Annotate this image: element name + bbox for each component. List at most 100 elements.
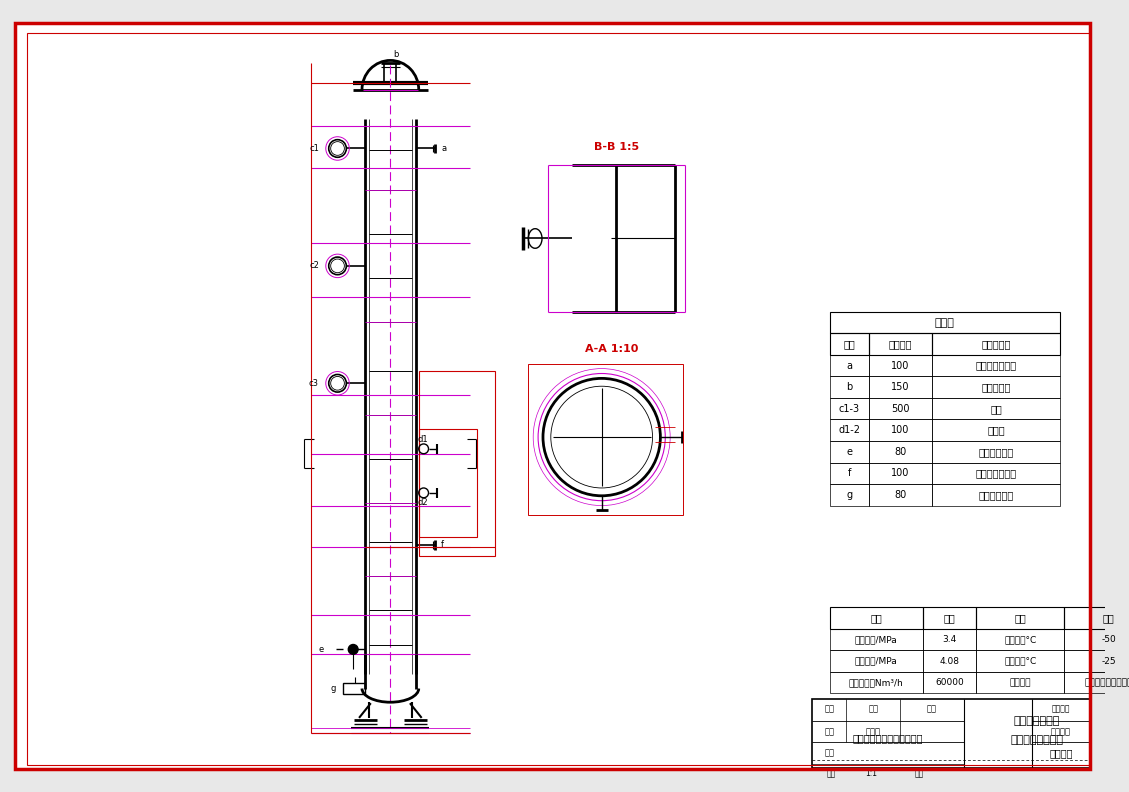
Bar	[933, 333, 1059, 355]
Text: 用途或名称: 用途或名称	[981, 339, 1010, 349]
Bar	[933, 463, 1059, 484]
Text: c3: c3	[309, 379, 318, 388]
Text: 釜残液液出口: 釜残液液出口	[979, 489, 1014, 500]
Text: 项目: 项目	[870, 613, 882, 623]
Text: 贫甲醇溶液入口: 贫甲醇溶液入口	[975, 360, 1016, 371]
Text: 项目: 项目	[1015, 613, 1026, 623]
Bar	[1065, 650, 1129, 672]
Text: 100: 100	[892, 425, 910, 436]
Text: A-A 1:10: A-A 1:10	[585, 344, 638, 354]
Text: 4.08: 4.08	[939, 657, 960, 665]
Circle shape	[348, 645, 358, 654]
Text: g: g	[846, 489, 852, 500]
Bar	[830, 441, 869, 463]
Bar	[830, 312, 1059, 333]
Bar	[830, 672, 922, 694]
Text: 低温甲醇洗工段: 低温甲醇洗工段	[1014, 716, 1060, 725]
Text: 净化气出口: 净化气出口	[981, 383, 1010, 392]
Bar	[869, 484, 933, 505]
Text: 日期: 日期	[927, 705, 937, 714]
Bar	[830, 463, 869, 484]
Bar	[922, 607, 977, 629]
Text: 酸性气流量Nm³/h: 酸性气流量Nm³/h	[849, 678, 903, 687]
Bar	[830, 376, 869, 398]
Text: 富甲醇溶液出口: 富甲醇溶液出口	[975, 468, 1016, 478]
Text: 管口表: 管口表	[935, 318, 954, 328]
Text: f: f	[441, 540, 444, 549]
Bar	[1065, 607, 1129, 629]
Text: c1: c1	[309, 144, 318, 153]
Text: -50: -50	[1101, 635, 1115, 644]
Bar	[869, 463, 933, 484]
Text: 职务: 职务	[824, 705, 834, 714]
Text: 3.4: 3.4	[943, 635, 956, 644]
Text: 合肥学院化学与材料工程系: 合肥学院化学与材料工程系	[852, 733, 924, 744]
Text: 1:1: 1:1	[865, 769, 877, 779]
Bar	[869, 420, 933, 441]
Text: b: b	[846, 383, 852, 392]
Text: 物料名称: 物料名称	[1009, 678, 1031, 687]
Bar	[922, 650, 977, 672]
Bar	[830, 398, 869, 420]
Bar	[869, 355, 933, 376]
Bar	[1065, 672, 1129, 694]
Text: d1-2: d1-2	[838, 425, 860, 436]
Text: 60000: 60000	[935, 678, 964, 687]
Bar	[922, 672, 977, 694]
Text: c2: c2	[309, 261, 318, 270]
Text: 指标: 指标	[1103, 613, 1114, 623]
Bar	[830, 607, 922, 629]
Text: 设计项目: 设计项目	[1052, 705, 1070, 714]
Text: 酸性气体、甲醇溶液: 酸性气体、甲醇溶液	[1084, 678, 1129, 687]
Text: a: a	[847, 360, 852, 371]
Bar	[869, 398, 933, 420]
Text: d2: d2	[418, 498, 428, 507]
Bar	[977, 650, 1065, 672]
Bar	[933, 376, 1059, 398]
Bar	[812, 699, 1089, 767]
Text: 设计压力/MPa: 设计压力/MPa	[855, 657, 898, 665]
Bar	[830, 333, 869, 355]
Bar	[343, 683, 365, 695]
Text: 符号: 符号	[843, 339, 855, 349]
Text: c1-3: c1-3	[839, 404, 860, 413]
Bar	[869, 333, 933, 355]
Text: 下塔温度°C: 下塔温度°C	[1005, 657, 1036, 665]
Bar	[830, 484, 869, 505]
Bar	[977, 607, 1065, 629]
Text: 换热口: 换热口	[987, 425, 1005, 436]
Text: f: f	[848, 468, 851, 478]
Text: 上塔温度°C: 上塔温度°C	[1005, 635, 1036, 644]
Text: 工作压力/MPa: 工作压力/MPa	[855, 635, 898, 644]
Text: 初步设计: 初步设计	[1051, 727, 1071, 736]
Text: b: b	[393, 51, 399, 59]
Text: e: e	[318, 645, 324, 654]
Text: 指标: 指标	[944, 613, 955, 623]
Bar	[933, 355, 1059, 376]
Text: 酸性气体入口: 酸性气体入口	[979, 447, 1014, 457]
Text: 李张博: 李张博	[866, 727, 881, 736]
Text: 校核: 校核	[824, 748, 834, 758]
Bar	[869, 376, 933, 398]
Bar	[977, 672, 1065, 694]
Bar	[1065, 629, 1129, 650]
Bar	[830, 420, 869, 441]
Bar	[419, 429, 478, 537]
Bar	[977, 629, 1065, 650]
Bar	[830, 629, 922, 650]
Text: 区域: 区域	[914, 769, 925, 779]
Text: 姓名: 姓名	[868, 705, 878, 714]
Text: 设计: 设计	[824, 727, 834, 736]
Text: a: a	[441, 144, 446, 153]
Bar	[933, 398, 1059, 420]
Bar	[933, 420, 1059, 441]
Bar	[419, 371, 495, 557]
Bar	[922, 629, 977, 650]
Text: 人孔: 人孔	[990, 404, 1001, 413]
Text: 100: 100	[892, 360, 910, 371]
Text: 公称直径: 公称直径	[889, 339, 912, 349]
Text: 100: 100	[892, 468, 910, 478]
Text: 毕业设计: 毕业设计	[1049, 748, 1073, 758]
Text: e: e	[847, 447, 852, 457]
Text: g: g	[330, 684, 335, 693]
